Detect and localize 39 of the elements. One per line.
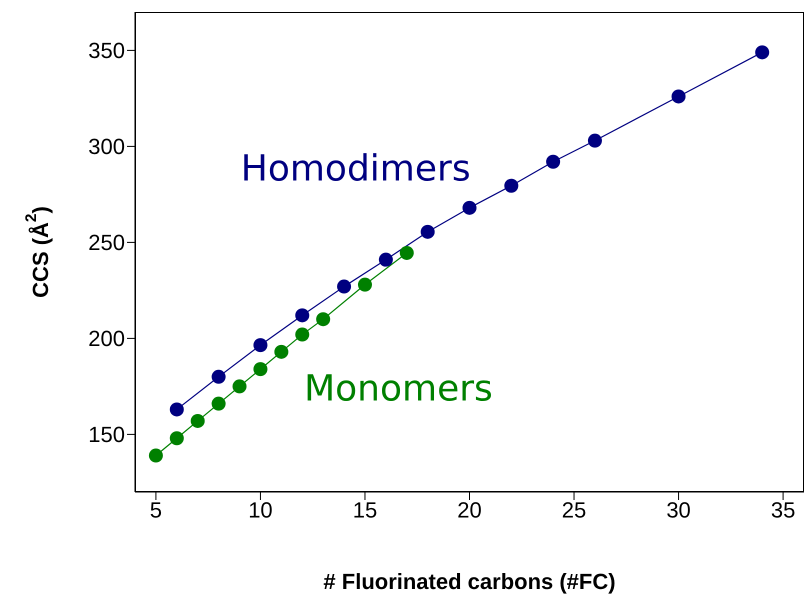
x-tick-label: 25 bbox=[562, 498, 586, 523]
x-tick-label: 5 bbox=[150, 498, 162, 523]
y-tick-label: 350 bbox=[88, 38, 125, 64]
y-tick-label: 200 bbox=[88, 326, 125, 352]
y-tick-label: 300 bbox=[88, 134, 125, 160]
point bbox=[295, 328, 310, 342]
point bbox=[212, 370, 226, 384]
point bbox=[232, 379, 247, 394]
series-label: Homodimers bbox=[240, 148, 471, 190]
point bbox=[755, 45, 770, 60]
point bbox=[253, 338, 268, 352]
point bbox=[462, 200, 476, 215]
x-tick-label: 30 bbox=[666, 498, 691, 523]
x-tick-label: 15 bbox=[352, 498, 378, 523]
x-tick-label: 20 bbox=[457, 498, 482, 523]
point bbox=[190, 414, 205, 428]
point bbox=[212, 396, 226, 411]
point bbox=[337, 280, 352, 294]
point bbox=[504, 178, 518, 193]
point bbox=[148, 448, 163, 463]
x-tick-label: 35 bbox=[770, 498, 796, 523]
x-axis-title: # Fluorinated carbons (#FC) bbox=[323, 569, 616, 594]
point bbox=[672, 89, 686, 104]
point bbox=[170, 431, 184, 446]
x-tick-label: 10 bbox=[248, 498, 273, 523]
point bbox=[170, 402, 184, 416]
y-tick-label: 150 bbox=[88, 422, 125, 448]
point bbox=[358, 278, 372, 292]
point bbox=[420, 224, 435, 239]
point bbox=[295, 308, 310, 322]
point bbox=[378, 252, 393, 267]
point bbox=[274, 344, 288, 359]
y-tick-label: 250 bbox=[88, 230, 125, 256]
point bbox=[253, 362, 268, 376]
point bbox=[588, 134, 602, 148]
point bbox=[546, 154, 560, 169]
point bbox=[400, 246, 414, 260]
point bbox=[316, 312, 330, 326]
series-label: Monomers bbox=[304, 368, 493, 410]
